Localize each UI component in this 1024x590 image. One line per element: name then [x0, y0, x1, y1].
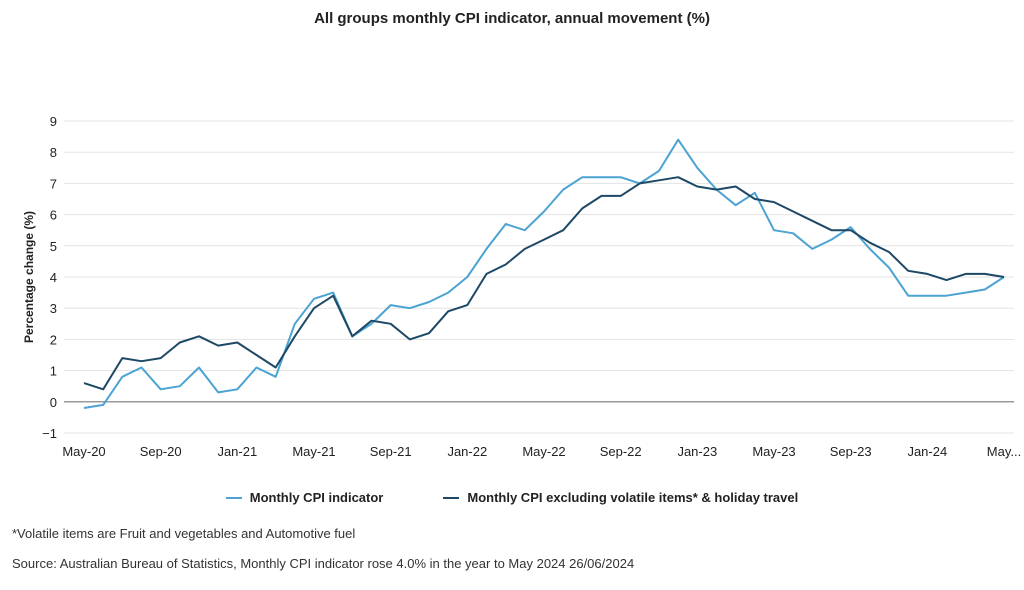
- series-line-cpi-excl: [83, 176, 1005, 391]
- x-tick-label: May-21: [292, 444, 335, 459]
- footnote-volatile: *Volatile items are Fruit and vegetables…: [12, 526, 356, 541]
- y-tick-label: 4: [50, 270, 57, 285]
- y-tick-label: 5: [50, 239, 57, 254]
- y-tick-label: 3: [50, 301, 57, 316]
- legend-item-cpi-excl[interactable]: Monthly CPI excluding volatile items* & …: [443, 490, 798, 505]
- x-tick-label: Jan-24: [907, 444, 947, 459]
- x-tick-label: Jan-21: [217, 444, 257, 459]
- x-tick-label: Jan-22: [447, 444, 487, 459]
- x-tick-label: May-20: [62, 444, 105, 459]
- y-axis-label: Percentage change (%): [22, 211, 36, 343]
- y-tick-label: 6: [50, 208, 57, 223]
- line-chart: −1 0 1 2 3 4 5 6 7 8 9 May-20 Sep-20 Jan-21 May-21 Sep-…: [22, 114, 1021, 459]
- x-tick-label: Jan-23: [677, 444, 717, 459]
- y-tick-label: 7: [50, 176, 57, 191]
- footnote-source: Source: Australian Bureau of Statistics,…: [12, 556, 635, 571]
- series-line-cpi: [83, 138, 1005, 409]
- chart-title: All groups monthly CPI indicator, annual…: [314, 10, 710, 27]
- y-tick-label: 0: [50, 395, 57, 410]
- x-tick-label: Sep-21: [370, 444, 412, 459]
- legend-label-cpi: Monthly CPI indicator: [249, 490, 384, 505]
- legend-item-cpi[interactable]: Monthly CPI indicator: [225, 490, 384, 505]
- y-tick-label: 1: [50, 364, 57, 379]
- chart-legend: Monthly CPI indicator Monthly CPI exclud…: [0, 490, 1024, 505]
- y-tick-label: 9: [50, 114, 57, 129]
- x-tick-label: Sep-23: [830, 444, 872, 459]
- x-tick-label: Sep-20: [140, 444, 182, 459]
- y-tick-label: −1: [42, 426, 57, 441]
- legend-swatch-cpi-excl: [443, 496, 460, 499]
- legend-label-cpi-excl: Monthly CPI excluding volatile items* & …: [467, 490, 799, 505]
- x-tick-label: May...: [987, 444, 1021, 459]
- x-tick-label: Sep-22: [600, 444, 642, 459]
- x-tick-label: May-22: [522, 444, 565, 459]
- y-tick-label: 2: [50, 332, 57, 347]
- x-tick-label: May-23: [752, 444, 795, 459]
- y-tick-label: 8: [50, 145, 57, 160]
- legend-swatch-cpi: [225, 496, 242, 499]
